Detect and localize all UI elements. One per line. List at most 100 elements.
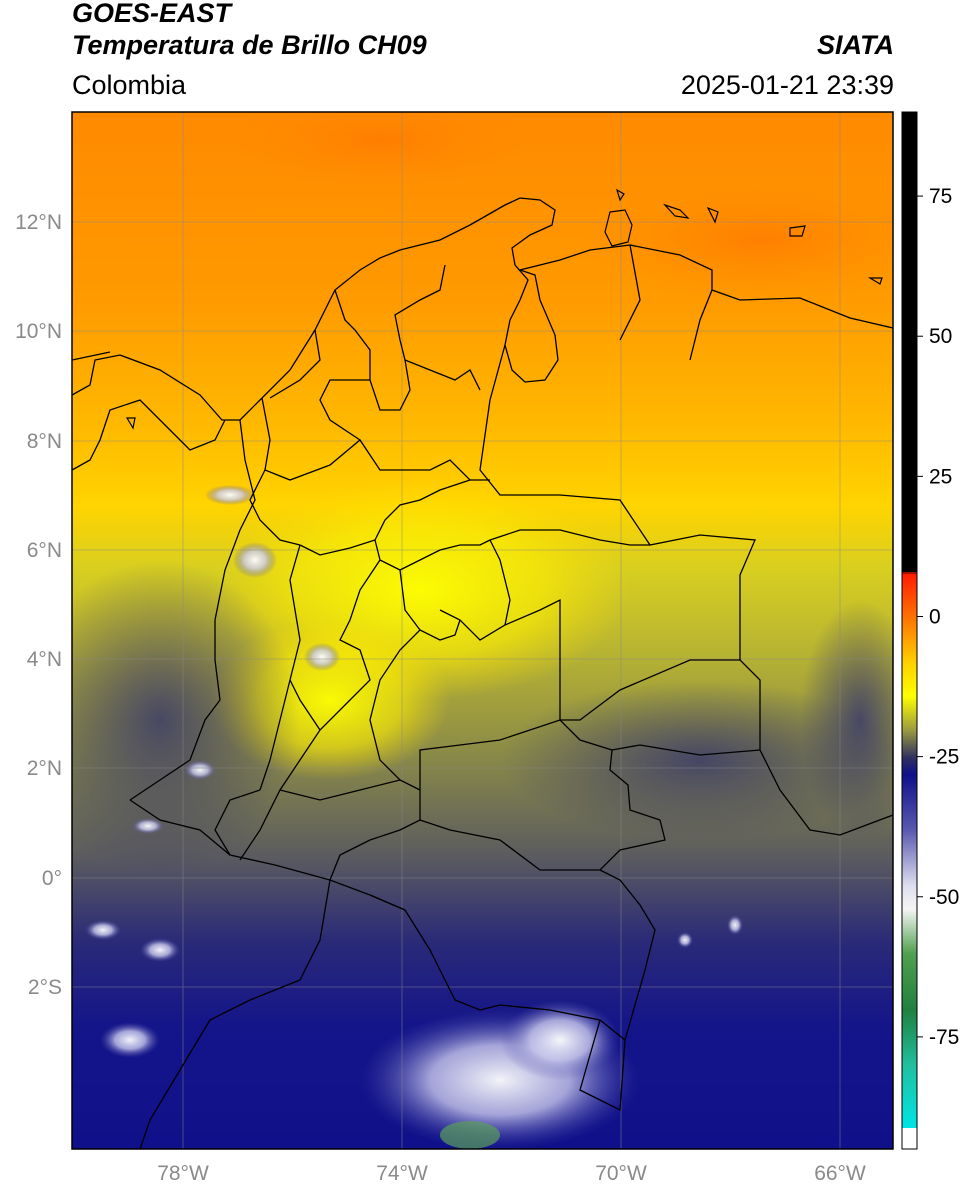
colorbar-band [902, 504, 917, 507]
colorbar-band [902, 202, 917, 205]
colorbar-band [902, 522, 917, 525]
colorbar-band [902, 502, 917, 505]
colorbar-band [902, 250, 917, 253]
colorbar-band [902, 786, 917, 789]
colorbar-band [902, 1142, 917, 1145]
colorbar-band [902, 758, 917, 761]
colorbar-band [902, 554, 917, 557]
islands [125, 188, 883, 430]
colorbar-band [902, 542, 917, 545]
colorbar-band [902, 422, 917, 425]
colorbar-band [902, 646, 917, 649]
colorbar-band [902, 182, 917, 185]
colorbar-band [902, 442, 917, 445]
colorbar-band [902, 1014, 917, 1017]
colorbar-band [902, 458, 917, 461]
colorbar-band [902, 204, 917, 207]
colorbar-band [902, 802, 917, 805]
colorbar-band [902, 446, 917, 449]
colorbar-band [902, 818, 917, 821]
colorbar-band [902, 392, 917, 395]
colorbar-band [902, 1012, 917, 1015]
colorbar-band [902, 1096, 917, 1099]
colorbar-band [902, 370, 917, 373]
colorbar-band [902, 494, 917, 497]
colorbar-band [902, 480, 917, 483]
colorbar-band [902, 1044, 917, 1047]
colorbar-band [902, 850, 917, 853]
borders [72, 197, 893, 1149]
colorbar-band [902, 792, 917, 795]
colorbar-band [902, 978, 917, 981]
colorbar-band [902, 868, 917, 871]
colorbar-band [902, 986, 917, 989]
colorbar-band [902, 708, 917, 711]
colorbar-band [902, 490, 917, 493]
colorbar-band [902, 384, 917, 387]
colorbar-band [902, 712, 917, 715]
colorbar-band [902, 532, 917, 535]
colorbar-band [902, 1090, 917, 1093]
colorbar-band [902, 722, 917, 725]
colorbar-band [902, 740, 917, 743]
colorbar-band [902, 478, 917, 481]
colorbar-band [902, 1102, 917, 1105]
colorbar-band [902, 450, 917, 453]
colorbar-tick-label: 0 [929, 605, 941, 628]
colorbar-tick-label: -25 [929, 746, 959, 769]
colorbar-band [902, 492, 917, 495]
lon-label-70w: 70°W [595, 1162, 647, 1185]
colorbar-band [902, 772, 917, 775]
colorbar-band [902, 408, 917, 411]
colorbar-band [902, 324, 917, 327]
colorbar-band [902, 896, 917, 899]
colorbar-band [902, 368, 917, 371]
colorbar-band [902, 642, 917, 645]
colorbar-band [902, 728, 917, 731]
colorbar-band [902, 914, 917, 917]
colorbar-band [902, 444, 917, 447]
colorbar-band [902, 122, 917, 125]
colorbar-band [902, 600, 917, 603]
colorbar-band [902, 894, 917, 897]
colorbar-band [902, 118, 917, 121]
colorbar-band [902, 876, 917, 879]
lat-label-2s: 2°S [28, 976, 62, 999]
colorbar-band [902, 1026, 917, 1029]
colorbar-band [902, 406, 917, 409]
colorbar-band [902, 172, 917, 175]
colorbar-band [902, 180, 917, 183]
map-frame [71, 111, 894, 1150]
lon-label-78w: 78°W [157, 1162, 209, 1185]
colorbar-band [902, 512, 917, 515]
colorbar-band [902, 1100, 917, 1103]
colorbar-band [902, 994, 917, 997]
colorbar-tick-label: 75 [929, 185, 952, 208]
colorbar-band [902, 744, 917, 747]
colorbar-band [902, 910, 917, 913]
colorbar-band [902, 136, 917, 139]
colorbar-band [902, 278, 917, 281]
colorbar-band [902, 420, 917, 423]
colorbar-band [902, 662, 917, 665]
colorbar-band [902, 832, 917, 835]
colorbar-band [902, 920, 917, 923]
colorbar-band [902, 350, 917, 353]
colorbar-band [902, 1016, 917, 1019]
colorbar-band [902, 274, 917, 277]
colorbar-band [902, 602, 917, 605]
colorbar-band [902, 632, 917, 635]
lat-label-10n: 10°N [15, 320, 62, 343]
colorbar-band [902, 1140, 917, 1143]
colorbar-band [902, 372, 917, 375]
colorbar-band [902, 806, 917, 809]
colorbar-band [902, 842, 917, 845]
colorbar-band [902, 418, 917, 421]
region-label: Colombia [72, 70, 187, 100]
colorbar-band [902, 222, 917, 225]
colorbar-band [902, 382, 917, 385]
colorbar-band [902, 768, 917, 771]
colorbar-band [902, 524, 917, 527]
colorbar-band [902, 782, 917, 785]
colorbar-band [902, 510, 917, 513]
